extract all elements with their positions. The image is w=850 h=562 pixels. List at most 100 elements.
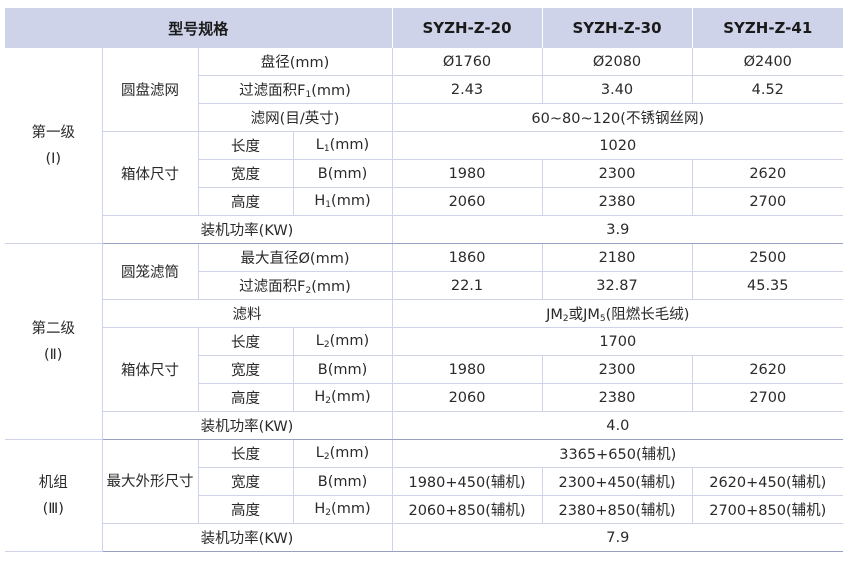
unit-width-label: 宽度: [197, 467, 293, 496]
label-unit: (mm): [311, 83, 351, 99]
stage2-label: 第二级 (Ⅱ): [5, 243, 102, 440]
stage2-power-label: 装机功率(KW): [101, 411, 393, 440]
stage2-length-sym: L2(mm): [292, 327, 393, 356]
subscript: 1: [325, 200, 332, 210]
table-row: 宽度 B(mm) 1980 2300 2620: [5, 159, 844, 188]
unit-width-sym: B(mm): [292, 467, 393, 496]
cell: 32.87: [541, 271, 693, 300]
unit-outline: 最大外形尺寸: [101, 439, 198, 524]
cell: Ø2080: [541, 48, 693, 76]
header-model-2: SYZH-Z-30: [541, 8, 693, 48]
stage2-max-diameter-label: 最大直径Ø(mm): [197, 243, 393, 272]
stage1-disc-diameter-label: 盘径(mm): [197, 48, 393, 76]
cell: 2620: [691, 159, 844, 188]
subscript: 1: [323, 144, 330, 154]
cell: 1860: [391, 243, 543, 272]
stage2-width-label: 宽度: [197, 355, 293, 384]
table-row: 箱体尺寸 长度 L1(mm) 1020: [5, 131, 844, 216]
cell: Ø1760: [391, 48, 543, 76]
stage1-filter-area-label: 过滤面积F1(mm): [197, 75, 393, 104]
cell: 2300: [541, 355, 693, 384]
unit-length-label: 长度: [197, 439, 293, 468]
unit-label: 机组 (Ⅲ): [5, 439, 102, 552]
table-row: 第二级 (Ⅱ) 圆笼滤筒 最大直径Ø(mm) 1860 2180 2500: [5, 243, 844, 440]
symbol: H: [314, 501, 326, 517]
unit-power-value: 7.9: [391, 523, 844, 552]
media-text: JM: [546, 307, 563, 323]
symbol: H: [314, 389, 326, 405]
stage1-length-value: 1020: [391, 131, 844, 160]
unit-length-value: 3365+650(辅机): [391, 439, 844, 468]
cell: 3.40: [541, 75, 693, 104]
cell: 2060: [391, 187, 543, 216]
stage2-height-label: 高度: [197, 383, 293, 412]
table-row: 第一级 (Ⅰ) 圆盘滤网 盘径(mm) Ø1760 Ø2080 Ø2400: [5, 48, 844, 244]
unit-length-sym: L2(mm): [292, 439, 393, 468]
cell: 2620+450(辅机): [691, 467, 844, 496]
table-row: 装机功率(KW) 3.9: [5, 215, 844, 244]
unit: (mm): [331, 389, 371, 405]
cell: 2380+850(辅机): [541, 495, 693, 524]
stage1-width-label: 宽度: [197, 159, 293, 188]
cell: 45.35: [691, 271, 844, 300]
unit-height-sym: H2(mm): [292, 495, 393, 524]
cell: 2060: [391, 383, 543, 412]
cell: 2300: [541, 159, 693, 188]
stage2-media-value: JM2或JM5(阻燃长毛绒): [391, 299, 844, 328]
table-row: 滤网(目/英寸) 60~80~120(不锈钢丝网): [5, 103, 844, 132]
stage1-power-label: 装机功率(KW): [101, 215, 393, 244]
subscript: 2: [325, 396, 332, 406]
stage2-name: 第二级: [31, 320, 76, 337]
table-row: 高度 H2(mm) 2060+850(辅机) 2380+850(辅机) 2700…: [5, 495, 844, 524]
unit: (mm): [329, 333, 370, 349]
stage1-disc-filter: 圆盘滤网: [101, 48, 198, 132]
cell: 2380: [541, 383, 693, 412]
stage1-label: 第一级 (Ⅰ): [5, 48, 102, 244]
table-row: 过滤面积F1(mm) 2.43 3.40 4.52: [5, 75, 844, 104]
subscript: 2: [323, 452, 330, 462]
cell: 1980: [391, 159, 543, 188]
cell: Ø2400: [691, 48, 844, 76]
symbol: L: [315, 333, 324, 349]
cell: 2060+850(辅机): [391, 495, 543, 524]
table-row: 宽度 B(mm) 1980 2300 2620: [5, 355, 844, 384]
stage1-width-sym: B(mm): [292, 159, 393, 188]
stage2-roman: (Ⅱ): [44, 346, 63, 363]
stage2-length-value: 1700: [391, 327, 844, 356]
unit-name: 机组: [38, 474, 68, 491]
cell: 2700: [691, 383, 844, 412]
stage2-height-sym: H2(mm): [292, 383, 393, 412]
unit-roman: (Ⅲ): [42, 500, 64, 517]
cell: 1980+450(辅机): [391, 467, 543, 496]
stage2-media-label: 滤料: [101, 299, 393, 328]
stage2-filter-area-label: 过滤面积F2(mm): [197, 271, 393, 300]
table-row: 高度 H1(mm) 2060 2380 2700: [5, 187, 844, 216]
table-row: 过滤面积F2(mm) 22.1 32.87 45.35: [5, 271, 844, 300]
table-row: 机组 (Ⅲ) 最大外形尺寸 长度 L2(mm) 3365+650(辅机): [5, 439, 844, 552]
cell: 2500: [691, 243, 844, 272]
label-text: 过滤面积F: [239, 279, 306, 295]
stage2-length-label: 长度: [197, 327, 293, 356]
stage2-box: 箱体尺寸: [101, 327, 198, 412]
subscript: 2: [323, 340, 330, 350]
table-row: 滤料 JM2或JM5(阻燃长毛绒): [5, 299, 844, 328]
unit-height-label: 高度: [197, 495, 293, 524]
label-unit: (mm): [311, 279, 351, 295]
spec-table: 型号规格 SYZH-Z-20 SYZH-Z-30 SYZH-Z-41 第一级 (…: [5, 8, 844, 552]
cell: 2380: [541, 187, 693, 216]
cell: 2620: [691, 355, 844, 384]
stage1-height-sym: H1(mm): [292, 187, 393, 216]
cell: 2.43: [391, 75, 543, 104]
subscript: 2: [562, 314, 569, 324]
cell: 2700+850(辅机): [691, 495, 844, 524]
stage2-width-sym: B(mm): [292, 355, 393, 384]
stage1-box: 箱体尺寸: [101, 131, 198, 216]
stage2-cage-filter: 圆笼滤筒: [101, 243, 198, 300]
stage1-length-sym: L1(mm): [292, 131, 393, 160]
stage1-roman: (Ⅰ): [45, 150, 62, 167]
table-row: 宽度 B(mm) 1980+450(辅机) 2300+450(辅机) 2620+…: [5, 467, 844, 496]
header-model-1: SYZH-Z-20: [391, 8, 543, 48]
label-text: 过滤面积F: [239, 83, 306, 99]
unit: (mm): [331, 193, 371, 209]
symbol: L: [315, 445, 324, 461]
